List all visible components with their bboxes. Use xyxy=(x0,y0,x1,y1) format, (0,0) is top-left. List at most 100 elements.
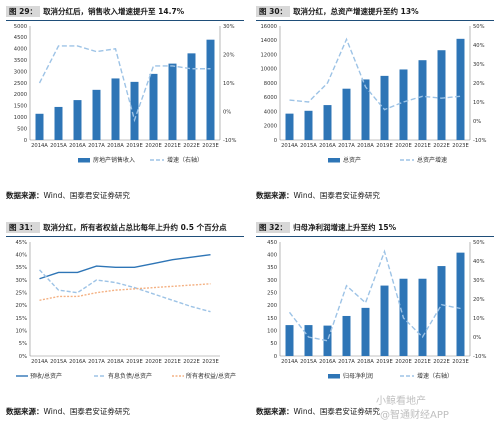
y-tick-label: 5% xyxy=(19,341,27,347)
x-tick-label: 2023E xyxy=(202,143,218,149)
chart-title: 图 32： 归母净利润增速上升至约 15% xyxy=(256,220,494,236)
y2-tick-label: 0% xyxy=(473,335,481,341)
x-tick-label: 2016A xyxy=(69,143,86,149)
y2-tick-label: 20% xyxy=(473,81,485,87)
x-tick-label: 2019E xyxy=(126,143,142,149)
x-tick-label: 2019E xyxy=(376,143,392,149)
legend-swatch-bar xyxy=(78,158,90,163)
y2-tick-label: 10% xyxy=(473,316,485,322)
legend-label: 有息负债/总资产 xyxy=(108,372,152,380)
y-tick-label: 25% xyxy=(15,290,27,296)
figure-number: 图 30： xyxy=(256,6,291,17)
source-label: 数据来源： xyxy=(6,191,44,200)
y2-tick-label: 10% xyxy=(223,81,235,87)
legend-label: 所有者权益/总资产 xyxy=(186,372,236,380)
figure-number: 图 31： xyxy=(6,222,41,233)
y-tick-label: 4500 xyxy=(14,35,27,41)
x-tick-label: 2021E xyxy=(164,143,180,149)
y-tick-label: 150 xyxy=(267,316,277,322)
x-tick-label: 2018A xyxy=(107,143,124,149)
legend-label: 增速（右轴） xyxy=(417,372,453,380)
y-tick-label: 350 xyxy=(267,265,277,271)
bar xyxy=(111,78,120,140)
y2-tick-label: 30% xyxy=(473,62,485,68)
x-tick-label: 2019E xyxy=(376,359,392,365)
x-tick-label: 2018A xyxy=(357,143,374,149)
y2-tick-label: 40% xyxy=(473,259,485,265)
x-tick-label: 2023E xyxy=(202,359,218,365)
x-tick-label: 2022E xyxy=(183,143,199,149)
x-tick-label: 2015A xyxy=(50,143,67,149)
bar xyxy=(304,110,313,140)
bar xyxy=(323,105,332,140)
x-tick-label: 2016A xyxy=(319,143,336,149)
series-line xyxy=(39,253,211,280)
legend-label: 总资产 xyxy=(343,156,361,164)
y2-tick-label: -10% xyxy=(223,138,236,144)
bar xyxy=(187,53,196,140)
bar xyxy=(323,325,332,356)
y-tick-label: 100 xyxy=(267,328,277,334)
legend-label: 归母净利润 xyxy=(343,372,373,380)
growth-line xyxy=(38,45,211,123)
x-tick-label: 2020E xyxy=(395,143,411,149)
chart-title: 图 29： 取消分红后，销售收入增速提升至 14.7% xyxy=(6,4,244,20)
legend-swatch-bar xyxy=(328,374,340,379)
y-tick-label: 250 xyxy=(267,290,277,296)
legend-swatch-bar xyxy=(328,158,340,163)
bar xyxy=(285,113,294,140)
y-tick-label: 15% xyxy=(15,316,27,322)
x-tick-label: 2014A xyxy=(281,143,298,149)
y2-tick-label: 40% xyxy=(473,43,485,49)
y-tick-label: 0 xyxy=(274,354,277,360)
bar xyxy=(168,63,177,141)
x-tick-label: 2015A xyxy=(50,359,67,365)
x-tick-label: 2017A xyxy=(338,143,355,149)
y2-tick-label: 0% xyxy=(223,109,231,115)
x-tick-label: 2017A xyxy=(338,359,355,365)
bar xyxy=(342,315,351,356)
y-tick-label: 400 xyxy=(267,252,277,258)
legend-label: 增速（右轴） xyxy=(167,156,203,164)
y-tick-label: 200 xyxy=(267,303,277,309)
chart-title: 图 31： 取消分红，所有者权益占总比每年上升约 0.5 个百分点 xyxy=(6,220,244,236)
x-tick-label: 2023E xyxy=(452,143,468,149)
figure-number: 图 32： xyxy=(256,222,291,233)
y-tick-label: 40% xyxy=(15,252,27,258)
y-tick-label: 4000 xyxy=(14,47,27,53)
source-text: Wind、国泰君安证券研究 xyxy=(43,191,130,200)
bar xyxy=(380,75,389,140)
y-tick-label: 0 xyxy=(274,138,277,144)
y-tick-label: 3500 xyxy=(14,58,27,64)
y-tick-label: 10000 xyxy=(260,67,277,73)
x-tick-label: 2022E xyxy=(433,359,449,365)
y2-tick-label: 0% xyxy=(473,119,481,125)
watermark-line2: @智通财经APP xyxy=(380,410,449,421)
bar xyxy=(73,100,82,140)
y-tick-label: 500 xyxy=(17,126,27,132)
x-tick-label: 2014A xyxy=(281,359,298,365)
x-tick-label: 2014A xyxy=(31,359,48,365)
y-tick-label: 0% xyxy=(19,354,27,360)
bar xyxy=(342,88,351,140)
x-tick-label: 2015A xyxy=(300,143,317,149)
source-text: Wind、国泰君安证券研究 xyxy=(293,191,380,200)
y-tick-label: 300 xyxy=(267,278,277,284)
bar xyxy=(92,89,101,140)
x-tick-label: 2020E xyxy=(395,359,411,365)
bar xyxy=(380,285,389,356)
x-tick-label: 2016A xyxy=(69,359,86,365)
x-tick-label: 2022E xyxy=(433,143,449,149)
y-tick-label: 2000 xyxy=(14,92,27,98)
y-tick-label: 12000 xyxy=(260,52,277,58)
x-tick-label: 2020E xyxy=(145,359,161,365)
x-tick-label: 2019E xyxy=(126,359,142,365)
y-tick-label: 2500 xyxy=(14,81,27,87)
chart-31-svg: 0%5%10%15%20%25%30%35%40%45%2014A 2015A 20… xyxy=(15,240,236,380)
source-note: 数据来源：Wind、国泰君安证券研究 xyxy=(256,406,380,417)
y-tick-label: 45% xyxy=(15,240,27,246)
y2-tick-label: 30% xyxy=(223,24,235,30)
legend-label: 总资产增速 xyxy=(417,156,447,164)
growth-line xyxy=(289,37,461,111)
figure-number: 图 29： xyxy=(6,6,41,17)
